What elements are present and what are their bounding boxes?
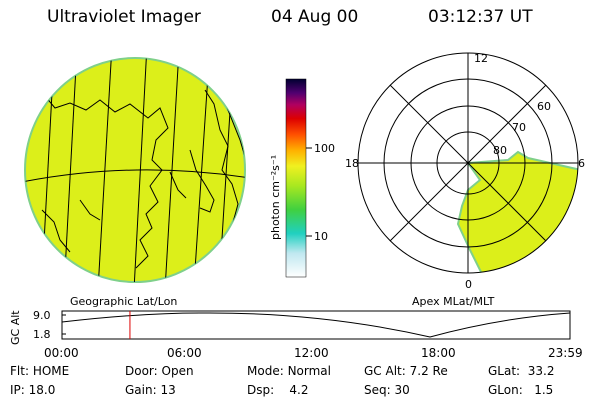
glat-value: 33.2 — [527, 364, 555, 378]
colorbar-tick-10: 10 — [314, 230, 328, 243]
time-label: 03:12:37 UT — [428, 7, 533, 27]
gcalt-field: GC Alt: 7.2 Re — [364, 364, 448, 378]
date-label: 04 Aug 00 — [271, 7, 359, 27]
mlt-label-0: 0 — [465, 278, 472, 291]
lat-label-60: 60 — [537, 100, 551, 113]
dsp-value: 4.2 — [289, 383, 309, 397]
geo-panel-label: Geographic Lat/Lon — [70, 295, 177, 308]
mode-field: Mode: Normal — [247, 364, 331, 378]
altitude-xtick-0000: 00:00 — [44, 346, 79, 360]
altitude-curve — [61, 312, 571, 338]
altitude-xtick-2359: 23:59 — [548, 346, 583, 360]
flt-value: HOME — [32, 364, 70, 378]
seq-field: Seq: 30 — [364, 383, 410, 397]
ip-value: 18.0 — [28, 383, 56, 397]
altitude-xtick-1800: 18:00 — [421, 346, 456, 360]
ip-field: IP: 18.0 — [10, 383, 56, 397]
altitude-ytick-9: 9.0 — [33, 309, 51, 322]
colorbar-scale — [285, 78, 307, 278]
app-title: Ultraviolet Imager — [47, 7, 201, 27]
dsp-field: Dsp: 4.2 — [247, 383, 309, 397]
glon-value: 1.5 — [534, 383, 554, 397]
mlt-label-18: 18 — [345, 157, 359, 170]
colorbar-tick-100: 100 — [314, 142, 335, 155]
glon-field: GLon: 1.5 — [488, 383, 554, 397]
altitude-ytick-1.8: 1.8 — [33, 328, 51, 341]
geo-grid — [25, 58, 245, 282]
altitude-plot-frame — [61, 310, 571, 340]
door-value: Open — [161, 364, 194, 378]
seq-value: 30 — [394, 383, 410, 397]
polar-grid — [357, 52, 579, 274]
gcalt-value: 7.2 Re — [409, 364, 448, 378]
altitude-ylabel: GC Alt — [9, 310, 22, 345]
gain-value: 13 — [160, 383, 176, 397]
mlt-label-6: 6 — [578, 157, 585, 170]
door-field: Door: Open — [125, 364, 194, 378]
altitude-xtick-1200: 12:00 — [294, 346, 329, 360]
altitude-xtick-0600: 06:00 — [167, 346, 202, 360]
polar-panel-label: Apex MLat/MLT — [412, 295, 495, 308]
gain-field: Gain: 13 — [125, 383, 176, 397]
mlt-label-12: 12 — [474, 52, 488, 65]
colorbar-unit-label: photon cm⁻²s⁻¹ — [269, 155, 282, 240]
lat-label-80: 80 — [493, 144, 507, 157]
geo-coastline — [27, 58, 245, 269]
flt-field: Flt: HOME — [10, 364, 70, 378]
lat-label-70: 70 — [512, 121, 526, 134]
mode-value: Normal — [287, 364, 331, 378]
glat-field: GLat: 33.2 — [488, 364, 555, 378]
